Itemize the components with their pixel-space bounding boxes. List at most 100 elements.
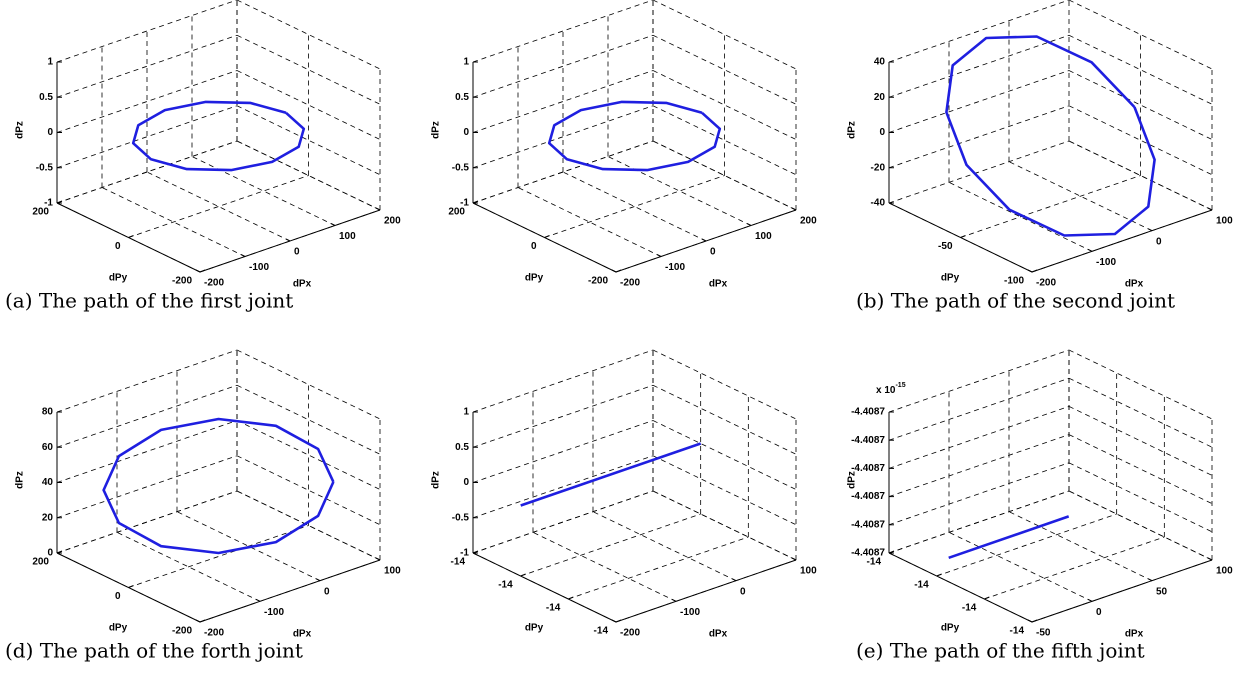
grid-line — [936, 513, 1117, 577]
y-tick-label: 200 — [448, 207, 465, 218]
x-tick-label: 100 — [755, 231, 772, 242]
x-axis-label: dPx — [709, 629, 728, 640]
grid-line — [56, 34, 238, 98]
y-tick-label: 200 — [32, 557, 49, 568]
grid-line — [544, 175, 725, 238]
x-axis-label: dPx — [293, 629, 312, 640]
x-tick-label: -200 — [620, 628, 640, 639]
y-axis — [472, 552, 617, 623]
tick-mark — [731, 578, 737, 582]
tick-mark — [611, 269, 617, 273]
y-axis-label: dPy — [109, 623, 128, 634]
subplot: 020406080-2000200-200-1000100dPzdPydPx(d… — [5, 349, 401, 663]
z-tick-label: 60 — [42, 442, 54, 453]
grid-line — [472, 384, 654, 448]
grid-line — [472, 105, 654, 169]
tick-mark — [1207, 557, 1213, 561]
tick-mark — [472, 550, 479, 554]
grid-line — [472, 420, 654, 483]
grid-line — [607, 156, 752, 226]
z-tick-label: -4.4087 — [851, 519, 885, 530]
x-tick-label: 0 — [324, 586, 330, 597]
grid-line — [888, 406, 1070, 469]
x-tick-label: -100 — [1096, 257, 1116, 268]
y-tick-label: -200 — [172, 626, 192, 637]
grid-line — [652, 384, 797, 455]
z-axis-label: dPz — [15, 471, 26, 489]
tick-mark — [128, 235, 134, 238]
z-tick-label: 0.5 — [39, 92, 53, 103]
z-tick-label: -4.4087 — [851, 463, 885, 474]
tick-mark — [1031, 619, 1038, 623]
z-tick-label: 0 — [47, 548, 53, 559]
x-axis — [199, 559, 381, 623]
subplot: -4.4087 -4.4087 -4.4087 -4.4087 -4.4087 -4.40… — [847, 349, 1233, 640]
tick-mark — [791, 207, 797, 211]
x-tick-label: 50 — [1156, 586, 1168, 597]
tick-mark — [240, 254, 246, 257]
tick-mark — [56, 550, 63, 554]
grid-line — [888, 105, 1070, 169]
caption: (d) The path of the forth joint — [5, 639, 303, 663]
x-tick-label: -200 — [620, 278, 640, 289]
tick-mark — [375, 207, 381, 211]
grid-line — [532, 531, 677, 602]
z-axis-label: dPz — [847, 471, 858, 489]
z-tick-label: -1 — [460, 548, 469, 559]
z-tick-label: -0.5 — [452, 512, 470, 523]
grid-line — [1008, 511, 1153, 582]
tick-mark — [936, 573, 942, 577]
x-tick-label: -50 — [1036, 628, 1051, 639]
x-axis — [1031, 209, 1213, 273]
tick-mark — [1147, 228, 1153, 232]
grid-line — [56, 349, 238, 413]
grid-line — [56, 384, 238, 448]
grid-line — [888, 349, 1070, 413]
z-axis-label: dPz — [15, 121, 26, 139]
x-tick-label: 0 — [710, 247, 716, 258]
y-tick-label: -14 — [498, 580, 513, 591]
y-axis-label: dPy — [109, 273, 128, 284]
path-line — [547, 100, 722, 172]
path-line — [102, 417, 335, 555]
grid-line — [56, 140, 238, 204]
z-tick-label: 0.5 — [455, 92, 469, 103]
x-tick-label: -100 — [264, 607, 284, 618]
y-tick-label: -200 — [172, 276, 192, 287]
grid-line — [191, 156, 336, 226]
y-tick-label: 0 — [531, 241, 537, 252]
z-tick-label: -4.4087 — [851, 407, 885, 418]
tick-mark — [671, 598, 677, 602]
x-axis-label: dPx — [1125, 279, 1144, 290]
x-tick-label: -200 — [1036, 278, 1056, 289]
y-axis — [888, 552, 1033, 623]
grid-line — [1068, 434, 1213, 504]
grid-line — [520, 513, 701, 577]
grid-line — [652, 420, 797, 490]
caption: (e) The path of the fifth joint — [856, 639, 1145, 663]
tick-mark — [544, 235, 550, 238]
tick-mark — [375, 557, 381, 561]
tick-mark — [56, 200, 63, 204]
x-tick-label: 0 — [740, 586, 746, 597]
z-tick-label: 1 — [463, 57, 469, 68]
grid-line — [128, 525, 309, 588]
caption: (a) The path of the first joint — [5, 289, 293, 313]
z-tick-label: -4.4087 — [851, 548, 885, 559]
z-tick-label: 0 — [47, 127, 53, 138]
tick-mark — [568, 596, 574, 600]
y-axis-label: dPy — [941, 623, 960, 634]
x-tick-label: 0 — [294, 247, 300, 258]
tick-mark — [285, 238, 291, 242]
grid-line — [56, 490, 238, 554]
caption: (b) The path of the second joint — [856, 289, 1175, 313]
z-tick-label: -4.4087 — [851, 435, 885, 446]
z-tick-label: -20 — [871, 162, 886, 173]
z-tick-label: -4.4087 — [851, 491, 885, 502]
x-tick-label: 100 — [339, 231, 356, 242]
z-tick-label: 40 — [874, 57, 886, 68]
tick-mark — [746, 223, 752, 226]
x-tick-label: 100 — [1216, 566, 1233, 577]
subplot: -1 -0.5 0 0.5 1 -200 0 200 -200 -100 0 100 200 dPz dPy… — [5, 0, 401, 313]
